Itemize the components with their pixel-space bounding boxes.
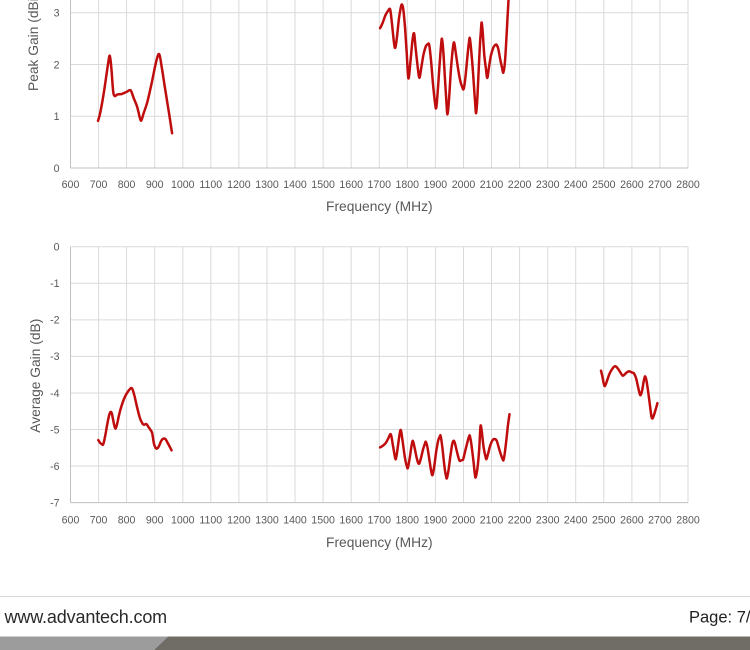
svg-text:1700: 1700 bbox=[368, 179, 392, 191]
svg-text:900: 900 bbox=[146, 179, 164, 191]
svg-text:2300: 2300 bbox=[536, 515, 560, 527]
svg-text:3: 3 bbox=[54, 8, 60, 20]
svg-text:900: 900 bbox=[146, 515, 164, 527]
svg-text:700: 700 bbox=[90, 179, 108, 191]
svg-text:1300: 1300 bbox=[255, 179, 279, 191]
svg-text:1100: 1100 bbox=[199, 515, 222, 527]
svg-text:1600: 1600 bbox=[339, 179, 363, 191]
svg-text:1400: 1400 bbox=[283, 179, 307, 191]
svg-text:2600: 2600 bbox=[620, 179, 644, 191]
svg-text:2700: 2700 bbox=[648, 515, 672, 527]
svg-text:2300: 2300 bbox=[536, 179, 560, 191]
svg-text:Frequency (MHz): Frequency (MHz) bbox=[326, 535, 433, 550]
svg-text:2400: 2400 bbox=[564, 179, 588, 191]
svg-text:600: 600 bbox=[62, 179, 80, 191]
svg-text:1000: 1000 bbox=[171, 179, 195, 191]
svg-text:2800: 2800 bbox=[676, 179, 700, 191]
svg-text:2000: 2000 bbox=[452, 179, 476, 191]
svg-text:2800: 2800 bbox=[676, 515, 700, 527]
svg-text:-2: -2 bbox=[50, 315, 60, 327]
svg-text:800: 800 bbox=[118, 179, 136, 191]
svg-text:1800: 1800 bbox=[396, 179, 420, 191]
svg-text:www.advantech.com: www.advantech.com bbox=[4, 607, 168, 627]
svg-text:1600: 1600 bbox=[339, 515, 363, 527]
svg-text:2500: 2500 bbox=[592, 179, 616, 191]
svg-text:2700: 2700 bbox=[648, 179, 672, 191]
svg-text:1200: 1200 bbox=[227, 515, 251, 527]
svg-text:0: 0 bbox=[54, 242, 60, 254]
svg-text:600: 600 bbox=[62, 515, 80, 527]
svg-text:Peak Gain (dBi): Peak Gain (dBi) bbox=[26, 0, 41, 91]
svg-text:1900: 1900 bbox=[424, 179, 448, 191]
svg-text:2200: 2200 bbox=[508, 515, 532, 527]
svg-text:1300: 1300 bbox=[255, 515, 279, 527]
svg-text:2400: 2400 bbox=[564, 515, 588, 527]
svg-text:1500: 1500 bbox=[311, 179, 335, 191]
svg-text:1: 1 bbox=[54, 111, 60, 123]
svg-text:2100: 2100 bbox=[480, 179, 504, 191]
svg-text:-7: -7 bbox=[50, 497, 60, 509]
svg-text:2: 2 bbox=[54, 59, 60, 71]
svg-text:1100: 1100 bbox=[199, 179, 222, 191]
svg-text:0: 0 bbox=[54, 163, 60, 175]
svg-text:2600: 2600 bbox=[620, 515, 644, 527]
svg-text:1900: 1900 bbox=[424, 515, 448, 527]
svg-text:2500: 2500 bbox=[592, 515, 616, 527]
svg-text:1400: 1400 bbox=[283, 515, 307, 527]
svg-text:1700: 1700 bbox=[368, 515, 392, 527]
svg-text:1000: 1000 bbox=[171, 515, 195, 527]
svg-text:1800: 1800 bbox=[396, 515, 420, 527]
svg-text:-1: -1 bbox=[50, 278, 60, 290]
svg-text:Average Gain (dB): Average Gain (dB) bbox=[28, 319, 43, 433]
svg-text:2000: 2000 bbox=[452, 515, 476, 527]
svg-text:700: 700 bbox=[90, 515, 108, 527]
svg-text:-4: -4 bbox=[50, 388, 60, 400]
svg-text:800: 800 bbox=[118, 515, 136, 527]
svg-text:1200: 1200 bbox=[227, 179, 251, 191]
svg-text:2200: 2200 bbox=[508, 179, 532, 191]
svg-text:-5: -5 bbox=[50, 424, 60, 436]
svg-text:-6: -6 bbox=[50, 461, 60, 473]
svg-text:1500: 1500 bbox=[311, 515, 335, 527]
svg-text:Frequency (MHz): Frequency (MHz) bbox=[326, 199, 433, 214]
svg-text:-3: -3 bbox=[50, 351, 60, 363]
svg-text:Page: 7/9: Page: 7/9 bbox=[689, 609, 750, 627]
svg-text:2100: 2100 bbox=[480, 515, 504, 527]
